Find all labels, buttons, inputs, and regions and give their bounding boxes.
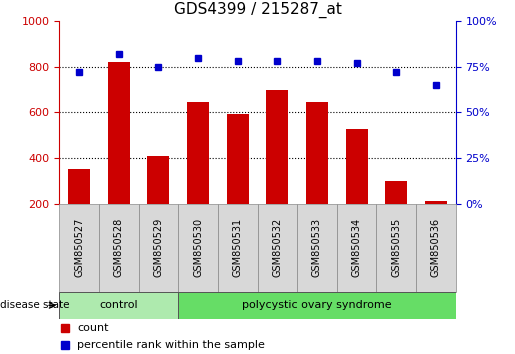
Bar — [59, 204, 99, 292]
Text: percentile rank within the sample: percentile rank within the sample — [77, 340, 265, 350]
Bar — [376, 204, 416, 292]
Text: control: control — [99, 300, 138, 310]
Text: GSM850531: GSM850531 — [233, 218, 243, 278]
Bar — [258, 204, 297, 292]
Text: GSM850533: GSM850533 — [312, 218, 322, 278]
Text: GSM850532: GSM850532 — [272, 218, 282, 278]
Bar — [337, 204, 376, 292]
Bar — [178, 204, 218, 292]
Bar — [68, 169, 90, 249]
Text: disease state: disease state — [0, 300, 70, 310]
Bar — [425, 201, 447, 249]
Bar — [218, 204, 258, 292]
Title: GDS4399 / 215287_at: GDS4399 / 215287_at — [174, 2, 341, 18]
Text: polycystic ovary syndrome: polycystic ovary syndrome — [242, 300, 392, 310]
Bar — [266, 90, 288, 249]
Text: GSM850527: GSM850527 — [74, 218, 84, 278]
Text: count: count — [77, 323, 109, 333]
Bar — [227, 114, 249, 249]
Bar — [187, 102, 209, 249]
Bar — [147, 156, 169, 249]
Text: GSM850534: GSM850534 — [352, 218, 362, 278]
Bar — [297, 204, 337, 292]
Text: GSM850535: GSM850535 — [391, 218, 401, 278]
Text: GSM850528: GSM850528 — [114, 218, 124, 278]
Text: GSM850530: GSM850530 — [193, 218, 203, 278]
Text: GSM850529: GSM850529 — [153, 218, 163, 278]
Bar — [346, 130, 368, 249]
Bar — [99, 204, 139, 292]
Bar — [416, 204, 456, 292]
Bar — [385, 181, 407, 249]
Bar — [139, 204, 178, 292]
Bar — [108, 62, 130, 249]
Bar — [178, 292, 456, 319]
Text: GSM850536: GSM850536 — [431, 218, 441, 278]
Bar — [306, 102, 328, 249]
Bar — [59, 292, 178, 319]
